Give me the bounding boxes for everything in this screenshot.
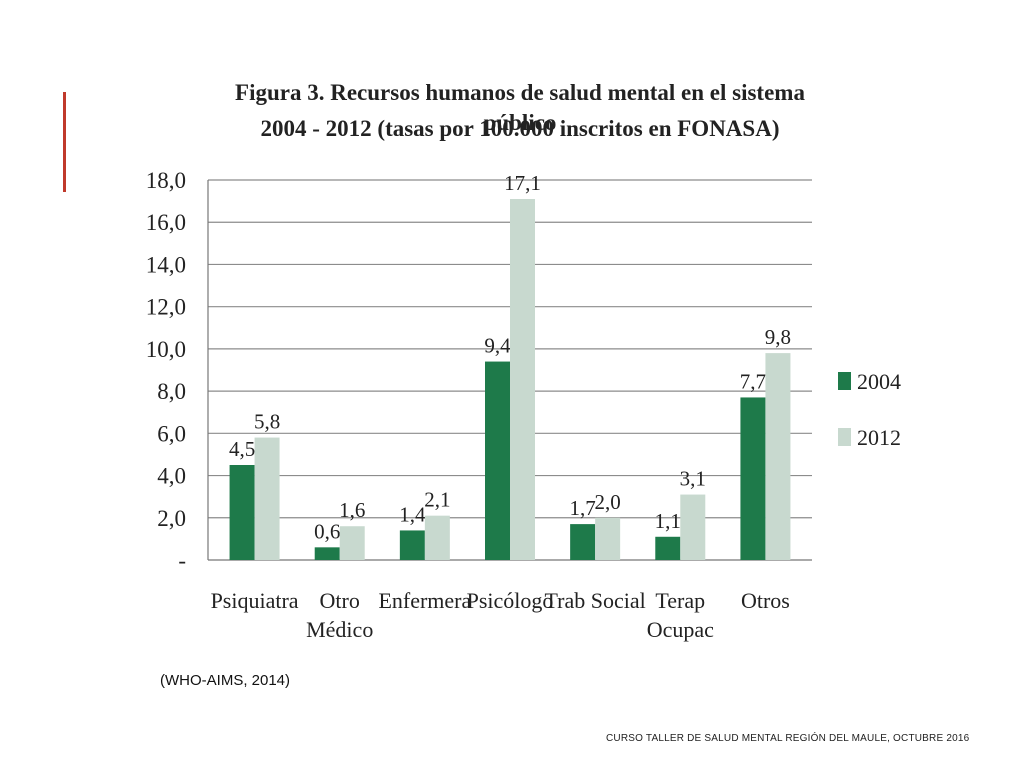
legend-label: 2012 [857, 425, 901, 450]
x-tick-label: Médico [306, 617, 373, 642]
chart-title: Figura 3. Recursos humanos de salud ment… [235, 80, 805, 135]
bar-2004 [314, 547, 340, 560]
y-tick-label: 12,0 [146, 295, 186, 320]
data-label: 9,8 [765, 325, 791, 349]
data-label: 1,6 [339, 498, 365, 522]
data-label: 4,5 [229, 437, 255, 461]
data-label: 7,7 [740, 369, 766, 393]
bar-2012 [510, 199, 535, 560]
x-tick-label: Psicólogo [467, 588, 554, 613]
bar-2012 [339, 526, 365, 560]
bar-2004 [740, 397, 766, 560]
x-tick-label: Trab Social [545, 588, 646, 613]
y-tick-label: 14,0 [146, 252, 186, 277]
y-tick-label: 2,0 [157, 506, 186, 531]
bar-2012 [680, 494, 706, 560]
data-label: 0,6 [314, 519, 340, 543]
x-tick-label: Ocupac [647, 617, 714, 642]
bar-2012 [424, 515, 450, 560]
x-tick-label: Terap [655, 588, 705, 613]
x-tick-label: Psiquiatra [211, 588, 299, 613]
data-label: 5,8 [254, 410, 280, 434]
bar-2012 [254, 437, 280, 560]
x-tick-label: Otros [741, 588, 790, 613]
x-tick-label: Otro [320, 588, 360, 613]
bar-2004 [229, 465, 255, 560]
y-tick-label: - [178, 548, 186, 573]
bar-2004 [399, 530, 425, 560]
data-label: 3,1 [680, 467, 706, 491]
y-tick-label: 8,0 [157, 379, 186, 404]
y-tick-label: 16,0 [146, 210, 186, 235]
legend-swatch-2012 [838, 428, 851, 446]
y-tick-label: 6,0 [157, 421, 186, 446]
bar-2004 [570, 524, 596, 560]
y-tick-label: 4,0 [157, 464, 186, 489]
legend-swatch-2004 [838, 372, 851, 390]
data-label: 2,0 [595, 490, 621, 514]
data-label: 1,4 [399, 502, 426, 526]
x-tick-label: Enfermera [378, 588, 471, 613]
legend-label: 2004 [857, 369, 901, 394]
bar-2012 [595, 517, 621, 560]
data-label: 1,7 [570, 496, 596, 520]
data-label: 9,4 [484, 334, 511, 358]
bar-2004 [485, 361, 510, 560]
data-label: 1,1 [655, 509, 681, 533]
data-label: 2,1 [424, 488, 450, 512]
source-note: (WHO-AIMS, 2014) [160, 672, 291, 689]
data-label: 17,1 [504, 171, 541, 195]
accent-bar [63, 92, 66, 192]
y-tick-label: 18,0 [146, 168, 186, 193]
chart-subtitle: 2004 - 2012 (tasas por 100.000 inscritos… [260, 116, 780, 141]
bar-2012 [765, 353, 791, 560]
slide-footer: CURSO TALLER DE SALUD MENTAL REGIÓN DEL … [606, 733, 970, 744]
bar-2004 [655, 536, 681, 560]
y-tick-label: 10,0 [146, 337, 186, 362]
